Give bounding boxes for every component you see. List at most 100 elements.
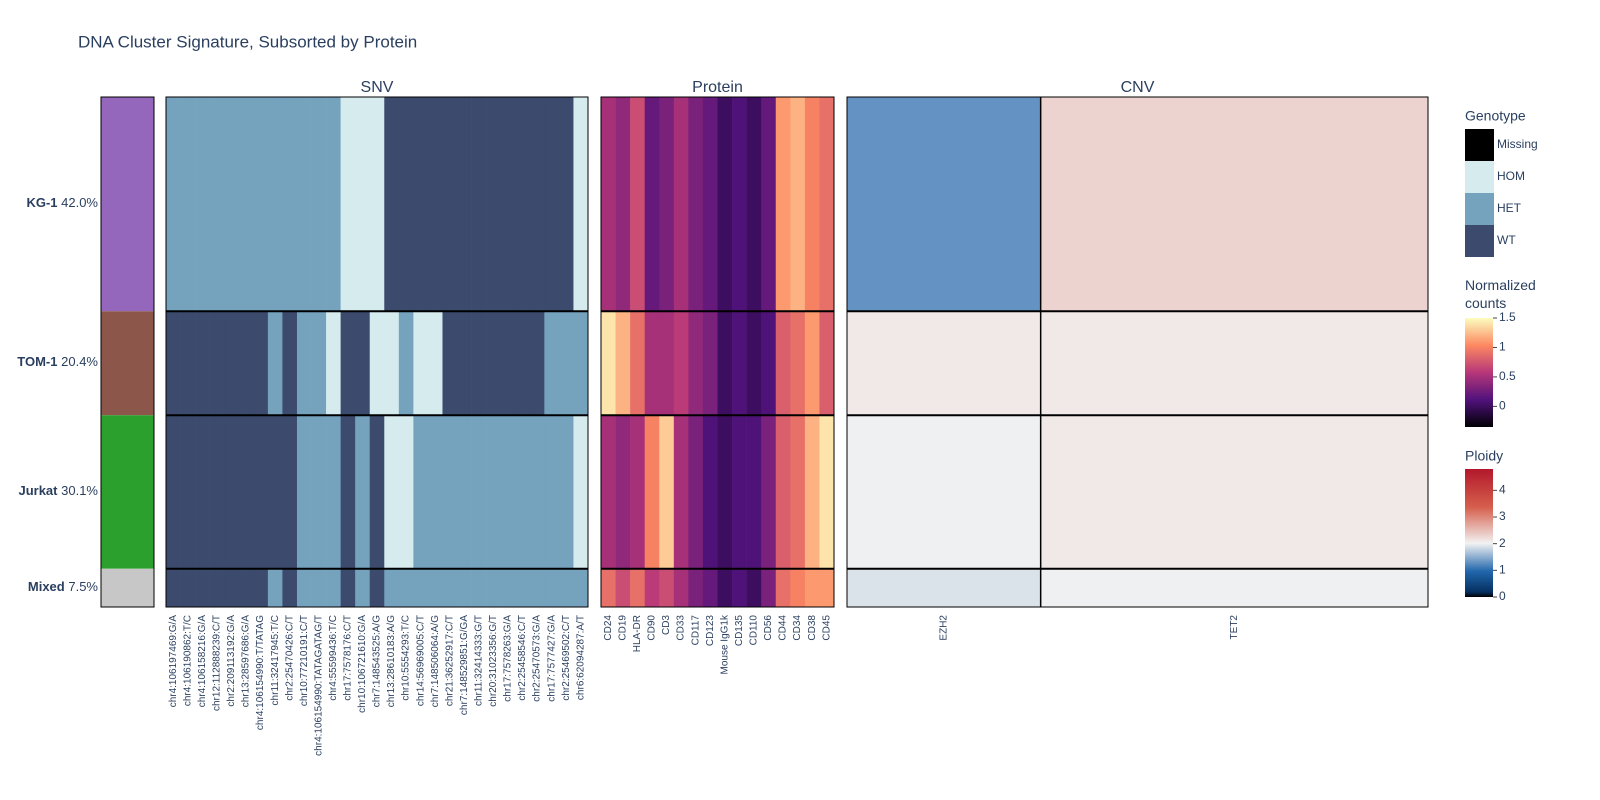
- column-label: chr14:56969005:C/T: [415, 615, 426, 706]
- column-label: chr6:62094287:A/T: [575, 615, 586, 700]
- heatmap-cell: [296, 568, 312, 608]
- heatmap-cell: [267, 415, 283, 570]
- heatmap-cell: [819, 415, 835, 570]
- legend-swatch: [1465, 161, 1494, 193]
- column-label: CD135: [734, 615, 745, 647]
- heatmap-cell: [180, 568, 196, 608]
- heatmap-cell: [471, 568, 487, 608]
- heatmap-cell: [644, 97, 660, 312]
- heatmap-cell: [847, 97, 1041, 312]
- heatmap-cell: [326, 415, 341, 570]
- cluster-name: Mixed: [28, 579, 65, 594]
- heatmap-cell: [529, 415, 545, 570]
- colorbar: [1465, 469, 1493, 597]
- colorbar-tick-label: 1: [1499, 340, 1506, 354]
- heatmap-cell: [369, 97, 385, 312]
- cluster-label: TOM-1 20.4%: [17, 355, 98, 370]
- heatmap-cell: [761, 415, 777, 570]
- cluster-label: KG-1 42.0%: [26, 196, 98, 211]
- heatmap-cell: [630, 568, 645, 608]
- heatmap-cell: [267, 311, 283, 416]
- heatmap-cell: [267, 97, 283, 312]
- heatmap-cell: [355, 415, 371, 570]
- heatmap-cell: [819, 568, 835, 608]
- column-label: chr20:31023356:G/T: [488, 615, 499, 707]
- cluster-percent: 20.4%: [61, 355, 98, 370]
- heatmap-cell: [355, 311, 371, 416]
- heatmap-cell: [702, 97, 718, 312]
- column-label: CD33: [676, 615, 687, 641]
- heatmap-cell: [615, 97, 631, 312]
- heatmap-cell: [180, 311, 196, 416]
- heatmap-cell: [644, 415, 660, 570]
- cluster-bar: [101, 568, 154, 607]
- column-label: TET2: [1229, 615, 1240, 640]
- heatmap-cell: [630, 415, 645, 570]
- heatmap-cell: [238, 415, 254, 570]
- column-label: chr4:106197469:G/A: [168, 615, 179, 708]
- heatmap-cell: [847, 568, 1041, 608]
- heatmap-cell: [195, 415, 210, 570]
- heatmap-cell: [761, 97, 777, 312]
- column-label: CD45: [821, 615, 832, 641]
- heatmap-cell: [601, 415, 616, 570]
- heatmap-cell: [790, 311, 806, 416]
- heatmap-cell: [311, 568, 327, 608]
- heatmap-cell: [413, 311, 429, 416]
- heatmap-cell: [659, 415, 675, 570]
- heatmap-cell: [775, 311, 791, 416]
- heatmap-cell: [282, 415, 298, 570]
- column-label: chr12:112888239:C/T: [212, 615, 223, 711]
- heatmap-cell: [500, 311, 516, 416]
- heatmap-cell: [804, 568, 820, 608]
- heatmap-cell: [515, 311, 531, 416]
- heatmap-cell: [688, 311, 704, 416]
- column-label: Mouse IgG1k: [719, 614, 730, 674]
- column-label: chr7:148529851:G/GA: [459, 615, 470, 715]
- heatmap-cell: [282, 568, 298, 608]
- heatmap-cell: [819, 97, 835, 312]
- heatmap-cell: [717, 568, 733, 608]
- heatmap-cell: [558, 97, 574, 312]
- heatmap-cell: [775, 568, 791, 608]
- heatmap-cell: [761, 568, 777, 608]
- cluster-name: Jurkat: [18, 483, 58, 498]
- heatmap-cell: [238, 568, 254, 608]
- panel-frame: [846, 96, 1429, 608]
- column-label: chr2:25470426:C/T: [284, 615, 295, 701]
- heatmap-cell: [761, 311, 777, 416]
- heatmap-cell: [500, 97, 516, 312]
- heatmap-cell: [413, 97, 429, 312]
- heatmap-cell: [615, 415, 631, 570]
- heatmap-cell: [732, 97, 747, 312]
- column-label: CD3: [661, 615, 672, 635]
- heatmap-cell: [413, 415, 429, 570]
- heatmap-cell: [702, 415, 718, 570]
- column-label: chr4:106158216:G/A: [197, 615, 208, 708]
- column-label: chr2:25470573:G/A: [532, 615, 543, 702]
- heatmap-cell: [486, 311, 501, 416]
- heatmap-cell: [296, 415, 312, 570]
- heatmap-cell: [558, 568, 574, 608]
- cluster-bar: [101, 311, 154, 416]
- heatmap-cell: [355, 568, 371, 608]
- column-label: chr10:77210191:C/T: [299, 615, 310, 706]
- column-label: CD56: [763, 615, 774, 641]
- colorbar-tick-label: 0: [1499, 399, 1506, 413]
- heatmap-cell: [717, 415, 733, 570]
- heatmap-cell: [427, 568, 443, 608]
- heatmap-cell: [195, 568, 210, 608]
- cluster-name: KG-1: [26, 196, 57, 211]
- heatmap-cell: [311, 311, 327, 416]
- heatmap-cell: [644, 311, 660, 416]
- column-label: CD34: [792, 615, 803, 641]
- heatmap-cell: [790, 97, 806, 312]
- colorbar-tick-label: 4: [1499, 483, 1506, 497]
- heatmap-cell: [790, 568, 806, 608]
- heatmap-cell: [1040, 568, 1429, 608]
- heatmap-cell: [195, 311, 210, 416]
- heatmap-cell: [1040, 311, 1429, 416]
- legend-label: HOM: [1497, 169, 1525, 183]
- heatmap-cell: [775, 415, 791, 570]
